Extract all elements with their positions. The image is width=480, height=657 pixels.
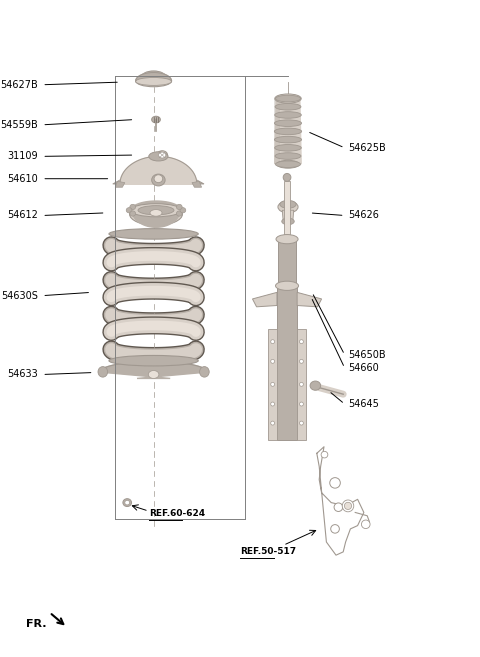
Ellipse shape — [321, 451, 328, 458]
Ellipse shape — [271, 340, 275, 344]
Ellipse shape — [109, 229, 198, 239]
Ellipse shape — [275, 120, 301, 126]
Ellipse shape — [130, 211, 136, 216]
Ellipse shape — [334, 503, 343, 511]
Ellipse shape — [331, 524, 339, 533]
Ellipse shape — [200, 367, 209, 377]
Ellipse shape — [123, 499, 132, 507]
Ellipse shape — [280, 200, 296, 208]
Polygon shape — [99, 361, 208, 378]
Ellipse shape — [157, 150, 168, 160]
Polygon shape — [115, 181, 125, 187]
Ellipse shape — [271, 359, 275, 363]
Polygon shape — [113, 180, 204, 184]
Ellipse shape — [130, 204, 136, 210]
Ellipse shape — [275, 128, 301, 135]
Ellipse shape — [276, 95, 300, 102]
Polygon shape — [192, 181, 202, 187]
Ellipse shape — [141, 71, 166, 84]
Ellipse shape — [148, 371, 159, 378]
Text: 54650B: 54650B — [348, 350, 385, 360]
Text: 54645: 54645 — [348, 399, 379, 409]
Ellipse shape — [300, 359, 303, 363]
Ellipse shape — [152, 116, 160, 123]
Polygon shape — [252, 292, 277, 307]
Text: 54610: 54610 — [8, 173, 38, 184]
Ellipse shape — [300, 340, 303, 344]
Text: REF.50-517: REF.50-517 — [240, 547, 296, 556]
Bar — [278, 239, 296, 286]
Ellipse shape — [135, 75, 172, 87]
Polygon shape — [131, 201, 181, 227]
Ellipse shape — [276, 235, 298, 244]
Ellipse shape — [176, 211, 182, 216]
Bar — [277, 286, 297, 440]
Text: 54612: 54612 — [8, 210, 38, 221]
Ellipse shape — [149, 152, 168, 161]
Text: 54630S: 54630S — [1, 290, 38, 301]
Ellipse shape — [130, 203, 182, 225]
Ellipse shape — [271, 421, 275, 425]
Ellipse shape — [275, 145, 301, 151]
Ellipse shape — [109, 355, 198, 366]
Ellipse shape — [135, 78, 172, 85]
Ellipse shape — [342, 500, 354, 512]
Ellipse shape — [310, 381, 321, 390]
Bar — [268, 328, 277, 440]
Ellipse shape — [344, 502, 351, 510]
Polygon shape — [282, 210, 294, 221]
Ellipse shape — [276, 161, 300, 168]
Ellipse shape — [271, 402, 275, 406]
Ellipse shape — [300, 402, 303, 406]
Polygon shape — [274, 99, 280, 164]
Ellipse shape — [180, 208, 186, 213]
Text: 31109: 31109 — [8, 151, 38, 162]
Ellipse shape — [126, 208, 132, 213]
Ellipse shape — [176, 204, 182, 210]
Ellipse shape — [277, 160, 299, 168]
Ellipse shape — [131, 204, 181, 217]
Ellipse shape — [271, 382, 275, 386]
Ellipse shape — [275, 112, 301, 118]
Ellipse shape — [278, 201, 298, 213]
Polygon shape — [274, 99, 302, 164]
Polygon shape — [297, 292, 322, 307]
Text: 54633: 54633 — [8, 369, 38, 380]
Ellipse shape — [154, 175, 163, 183]
Ellipse shape — [152, 174, 165, 186]
Ellipse shape — [275, 153, 301, 160]
Ellipse shape — [361, 520, 370, 528]
Ellipse shape — [98, 367, 108, 377]
Ellipse shape — [283, 173, 291, 181]
Text: 54660: 54660 — [348, 363, 379, 373]
Bar — [284, 181, 290, 239]
Ellipse shape — [300, 421, 303, 425]
Ellipse shape — [276, 281, 299, 290]
Ellipse shape — [330, 478, 340, 488]
Text: 54626: 54626 — [348, 210, 379, 221]
Ellipse shape — [275, 94, 301, 103]
Ellipse shape — [138, 206, 174, 215]
Ellipse shape — [282, 218, 294, 225]
Text: 54627B: 54627B — [0, 79, 38, 90]
Text: FR.: FR. — [26, 619, 47, 629]
Ellipse shape — [158, 152, 166, 158]
Text: 54559B: 54559B — [0, 120, 38, 130]
Text: REF.60-624: REF.60-624 — [149, 509, 205, 518]
Ellipse shape — [275, 103, 301, 110]
Bar — [297, 328, 306, 440]
Ellipse shape — [300, 382, 303, 386]
Ellipse shape — [150, 210, 162, 216]
Ellipse shape — [275, 137, 301, 143]
Ellipse shape — [125, 501, 130, 505]
Text: 54625B: 54625B — [348, 143, 386, 153]
Polygon shape — [136, 72, 171, 81]
Polygon shape — [120, 156, 197, 184]
